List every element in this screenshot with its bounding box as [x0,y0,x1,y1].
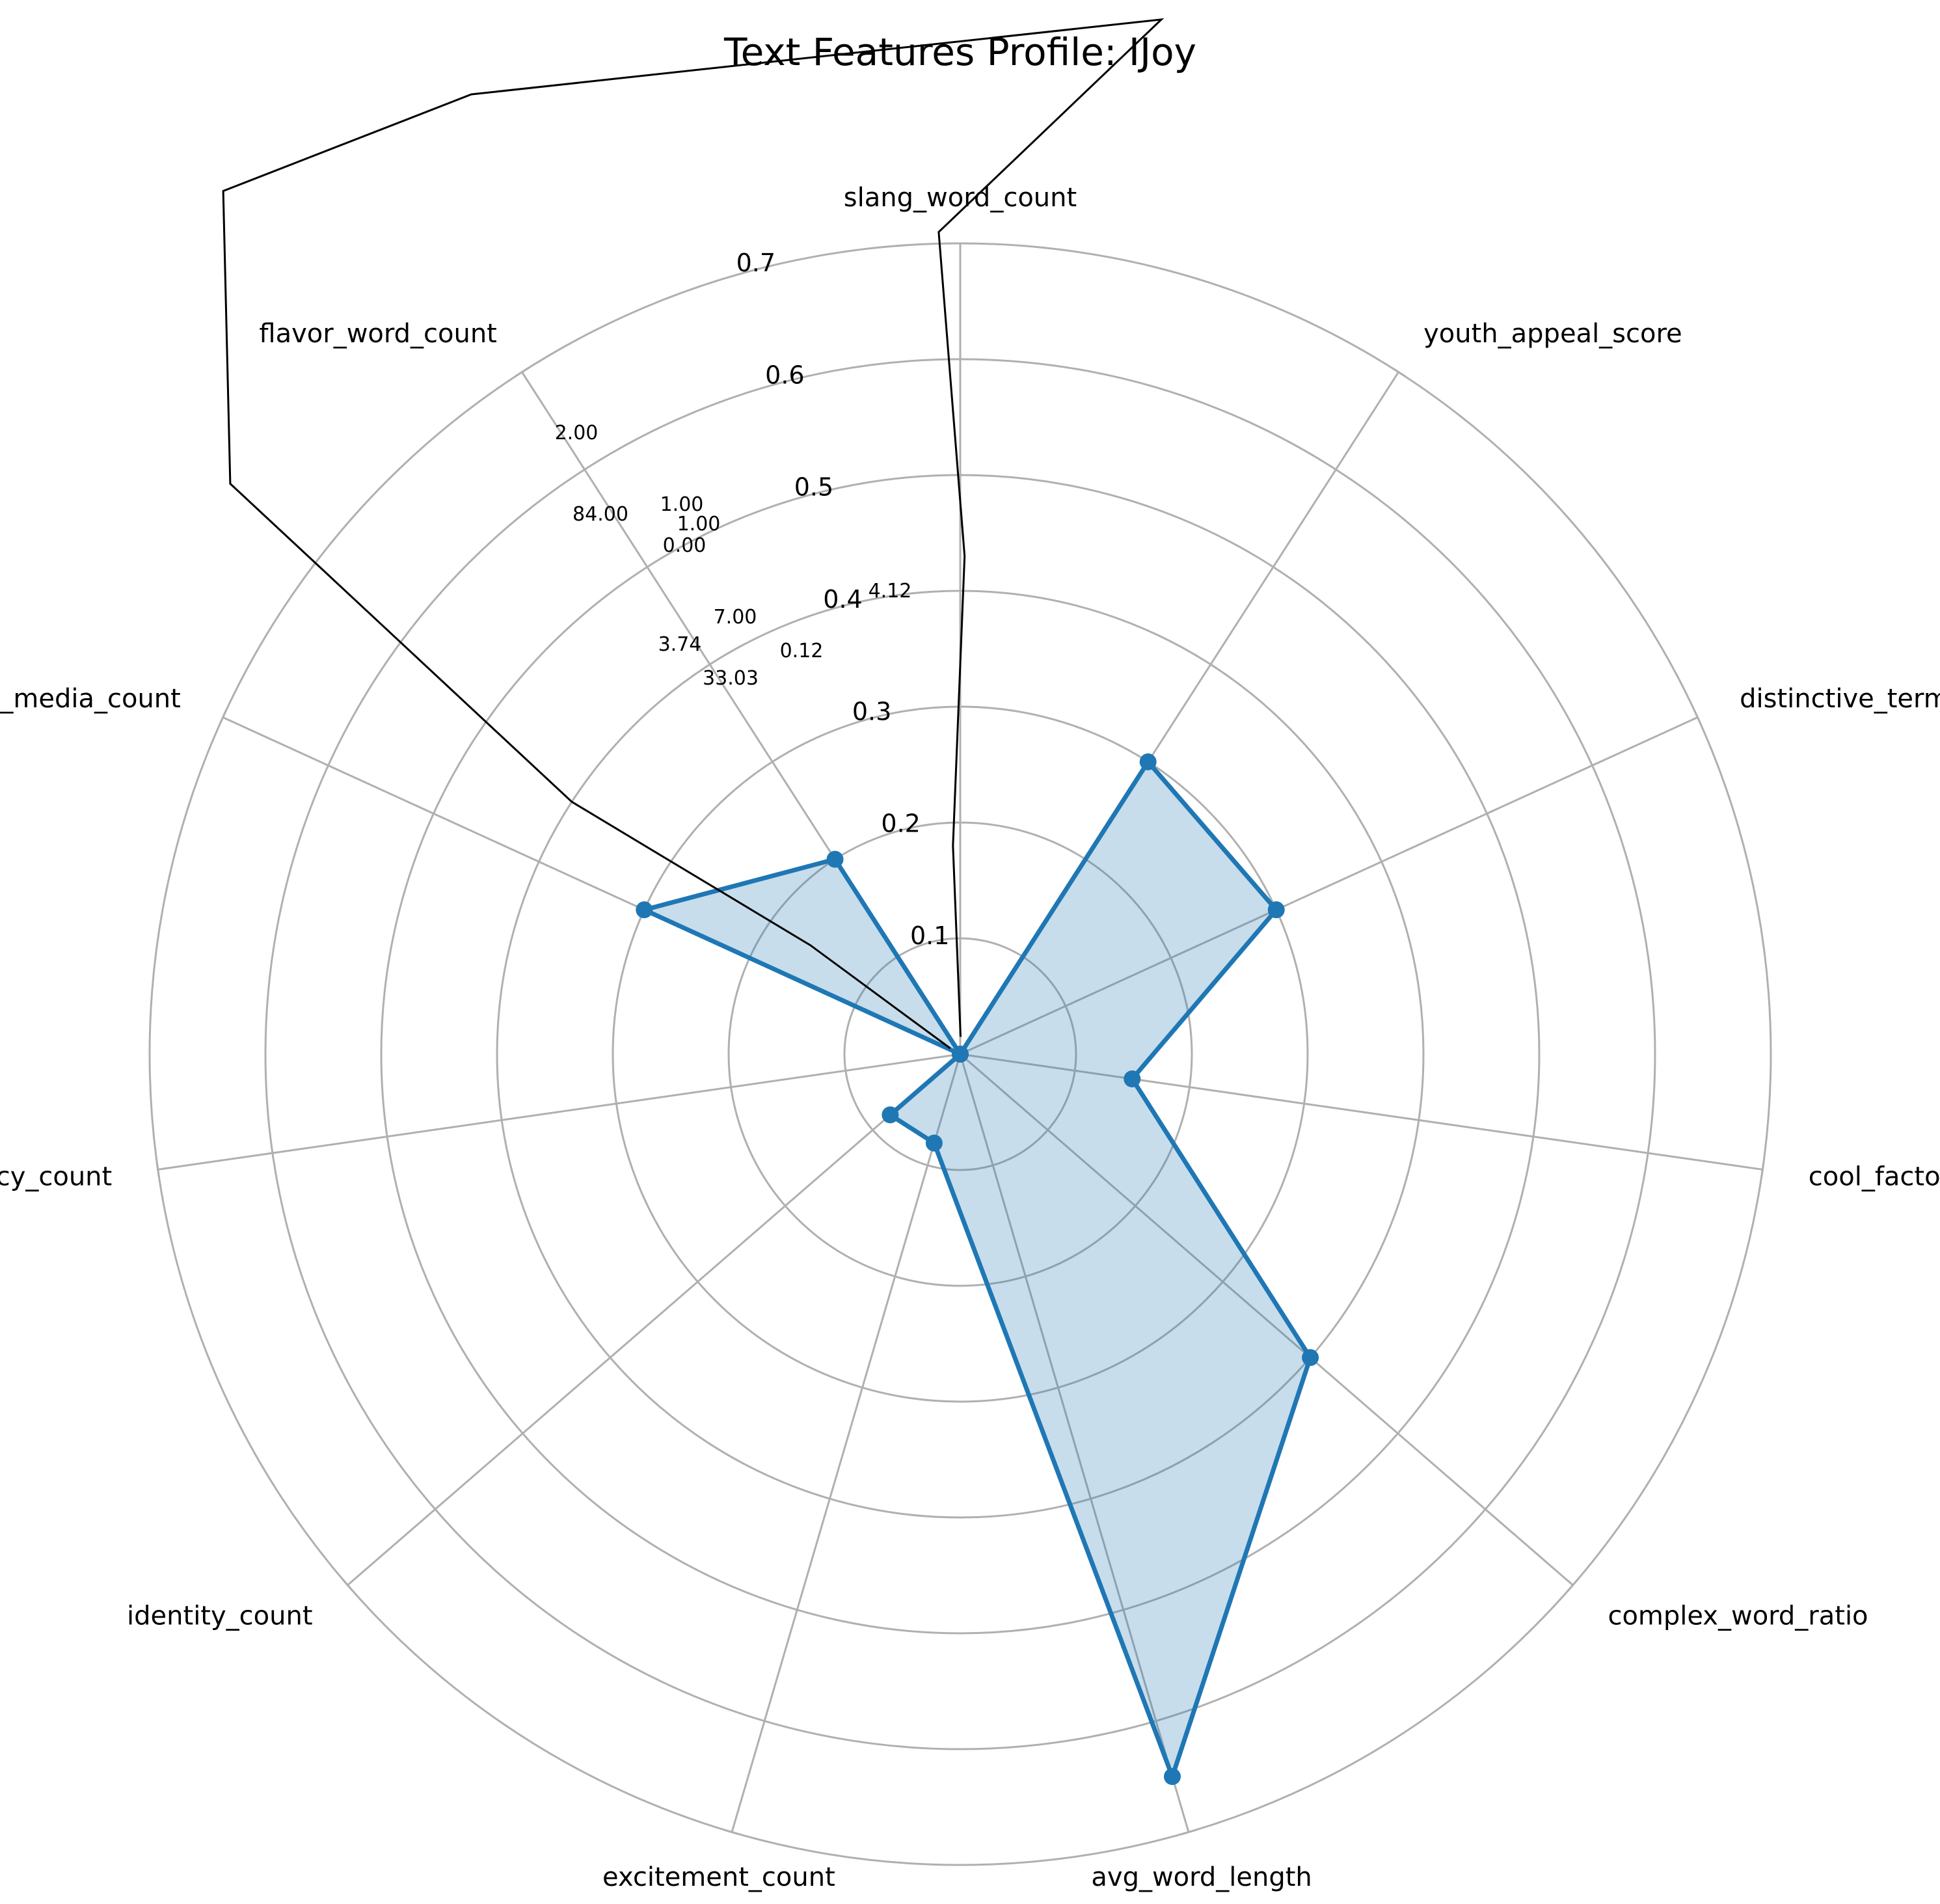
radial-tick-0.3: 0.3 [852,697,891,726]
spoke-cap-flavor_word_count [515,367,530,377]
value-annotation-6: 1.00 [677,513,721,536]
data-point-complex_word_ratio [1302,1349,1319,1367]
spoke-cap-cool_factor_count [1760,1162,1765,1178]
data-point-youth_appeal_score [1139,753,1157,770]
category-label-avg_word_length: avg_word_length [1091,1862,1312,1892]
data-point-flavor_word_count [826,850,844,868]
category-label-youth_appeal_score: youth_appeal_score [1423,319,1682,349]
value-annotation-3: 7.00 [714,606,757,629]
data-point-excitement_count [925,1134,943,1152]
category-label-excitement_count: excitement_count [602,1862,835,1892]
data-point-distinctive_term_score [1267,901,1285,919]
spoke-identity_count [347,1053,961,1586]
spoke-cap-youth_appeal_score [1391,367,1406,377]
overlay-line [222,18,1165,1050]
radial-tick-0.2: 0.2 [881,809,920,838]
spoke-urgency_count [157,1053,961,1171]
category-label-social_media_count: social_media_count [0,684,181,714]
value-annotation-9: 3.74 [658,633,702,656]
value-annotations: 4.120.127.000.001.001.0084.002.003.7433.… [555,422,912,690]
data-point-social_media_count [636,901,653,919]
spoke-cap-social_media_count [219,709,227,725]
overlay-polyline [222,18,1165,1050]
spoke-cap-excitement_count [724,1829,740,1836]
data-point-avg_word_length [1163,1768,1181,1786]
spoke-cool_factor_count [960,1053,1763,1171]
series-fill-0 [644,761,1311,1777]
value-annotation-1: 4.12 [869,580,912,603]
value-annotation-8: 2.00 [555,422,599,444]
spoke-complex_word_ratio [960,1053,1574,1586]
spoke-cap-avg_word_length [1181,1829,1196,1836]
value-annotation-5: 1.00 [660,493,704,516]
radial-tick-0.5: 0.5 [794,473,833,502]
chart-title: Text Features Profile: IJoy [723,30,1196,74]
category-label-distinctive_term_score: distinctive_term_score [1740,684,1940,714]
data-point-cool_factor_count [1124,1070,1141,1087]
spoke-cap-complex_word_ratio [1567,1578,1579,1592]
value-annotation-7: 84.00 [573,503,628,526]
spoke-distinctive_term_score [960,716,1699,1055]
radial-tick-0.4: 0.4 [823,585,862,614]
radial-tick-0.1: 0.1 [910,921,949,950]
spoke-avg_word_length [959,1054,1190,1832]
category-label-complex_word_ratio: complex_word_ratio [1608,1601,1868,1631]
spoke-cap-urgency_count [155,1162,160,1178]
category-label-identity_count: identity_count [127,1601,312,1631]
radial-tick-0.6: 0.6 [765,360,804,389]
category-label-slang_word_count: slang_word_count [844,183,1077,213]
spoke-cap-distinctive_term_score [1693,709,1702,725]
category-label-urgency_count: urgency_count [0,1162,112,1191]
series-line-0 [641,759,1313,1779]
spoke-excitement_count [731,1054,962,1832]
data-point-identity_count [882,1106,899,1124]
spoke-cap-identity_count [342,1578,354,1592]
category-label-cool_factor_count: cool_factor_count [1809,1162,1940,1191]
radial-tick-labels: 0.1 0.2 0.3 0.4 0.5 0.6 0.7 [736,249,950,950]
axis-spokes [155,242,1765,1836]
value-annotation-10: 33.03 [703,667,759,690]
value-annotation-2: 0.12 [780,640,824,662]
data-point-urgency_count [952,1046,969,1063]
radial-tick-0.7: 0.7 [736,249,775,277]
value-annotation-4: 0.00 [663,534,707,557]
series-area [636,753,1319,1786]
category-label-flavor_word_count: flavor_word_count [259,319,496,349]
category-labels: slang_word_count youth_appeal_scoredistin… [0,183,1940,1892]
